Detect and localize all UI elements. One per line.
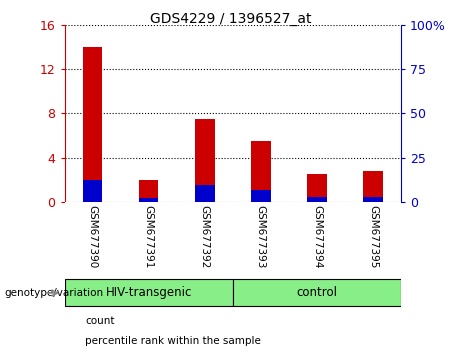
Text: GSM677392: GSM677392 — [200, 205, 210, 269]
Text: GSM677391: GSM677391 — [144, 205, 154, 269]
Bar — [251, 190, 271, 202]
Text: percentile rank within the sample: percentile rank within the sample — [85, 336, 261, 346]
Bar — [307, 174, 327, 202]
Bar — [65, 279, 233, 307]
Text: GSM677390: GSM677390 — [88, 205, 98, 269]
Text: GSM677395: GSM677395 — [368, 205, 378, 269]
Bar — [363, 197, 383, 202]
Text: GDS4229 / 1396527_at: GDS4229 / 1396527_at — [150, 12, 311, 27]
Bar — [195, 185, 214, 202]
Bar — [195, 119, 214, 202]
Text: GSM677394: GSM677394 — [312, 205, 322, 269]
Bar — [139, 180, 159, 202]
Bar — [251, 141, 271, 202]
Bar — [307, 198, 327, 202]
Text: HIV-transgenic: HIV-transgenic — [106, 286, 192, 299]
Text: GSM677393: GSM677393 — [256, 205, 266, 269]
Bar — [83, 180, 102, 202]
Bar — [233, 279, 401, 307]
Bar — [83, 47, 102, 202]
Bar — [363, 171, 383, 202]
Text: count: count — [85, 316, 115, 326]
Text: control: control — [296, 286, 337, 299]
Text: genotype/variation: genotype/variation — [5, 288, 104, 298]
Bar — [139, 198, 159, 202]
